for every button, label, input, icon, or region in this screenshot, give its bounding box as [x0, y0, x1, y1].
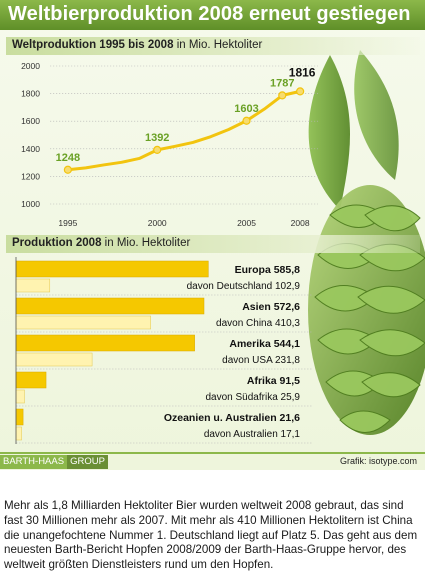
data-point-label: 1248: [56, 152, 80, 164]
data-point-marker: [153, 145, 162, 155]
bar-sub-afrika: [15, 389, 25, 404]
data-point-marker: [242, 116, 251, 125]
y-tick-label: 2000: [21, 61, 40, 71]
data-point-label: 1787: [270, 77, 294, 89]
data-point-marker: [63, 165, 72, 174]
y-tick-label: 1000: [21, 199, 40, 209]
x-tick-label: 1995: [58, 218, 77, 228]
x-tick-label: 2005: [237, 218, 256, 228]
region-sub-label: davon Deutschland 102,9: [187, 281, 301, 292]
title-bar: [0, 0, 425, 30]
y-tick-label: 1600: [21, 116, 40, 126]
data-point-marker: [296, 87, 305, 96]
logo-part-a: BARTH-HAAS: [0, 455, 68, 469]
data-point-label: 1816: [289, 65, 316, 79]
region-sub-label: davon Südafrika 25,9: [205, 392, 300, 403]
logo-part-b: GROUP: [67, 455, 108, 469]
bar-sub-europa: [15, 278, 51, 293]
bar-sub-asien: [15, 315, 151, 330]
bar-chart-unit: in Mio. Hektoliter: [104, 237, 191, 249]
region-total-label: Amerika 544,1: [229, 338, 300, 350]
y-tick-label: 1200: [21, 171, 40, 181]
data-point-marker: [278, 91, 287, 100]
line-chart-unit: in Mio. Hektoliter: [176, 39, 263, 51]
page-title: Weltbierproduktion 2008 erneut gestiegen: [8, 3, 411, 25]
region-total-label: Europa 585,8: [235, 264, 301, 276]
footer-divider: [0, 452, 425, 454]
bar-total-asien: [15, 297, 205, 315]
bar-chart-title: Produktion 2008 in Mio. Hektoliter: [12, 237, 190, 249]
line-chart-title-text: Weltproduktion 1995 bis 2008: [12, 39, 174, 51]
y-tick-label: 1800: [21, 89, 40, 99]
x-tick-label: 2000: [148, 218, 167, 228]
line-chart: 2000 1800 1600 1400 1200 1000 1995 2000 2005 2008…: [21, 61, 318, 228]
line-chart-title: Weltproduktion 1995 bis 2008 in Mio. Hek…: [12, 39, 262, 51]
bar-chart-title-text: Produktion 2008: [12, 237, 102, 249]
region-total-label: Afrika 91,5: [247, 375, 300, 387]
bar-sub-ozeanien-u-australien: [15, 426, 22, 441]
bar-total-afrika: [15, 371, 47, 389]
data-point-label: 1392: [145, 132, 169, 144]
production-line: [66, 89, 302, 172]
source-credit: Grafik: isotype.com: [339, 456, 417, 466]
bar-chart: Europa 585,8 davon Deutschland 102,9 Asien…: [15, 257, 312, 444]
region-sub-label: davon USA 231,8: [222, 355, 300, 366]
barth-haas-logo: BARTH-HAAS GROUP: [0, 455, 108, 469]
x-tick-label: 2008: [291, 218, 310, 228]
bar-sub-amerika: [15, 352, 93, 367]
region-total-label: Asien 572,6: [242, 301, 300, 313]
line-chart-header: [6, 37, 420, 55]
y-tick-label: 1400: [21, 144, 40, 154]
region-total-label: Ozeanien u. Australien 21,6: [164, 412, 300, 424]
bar-chart-header: [6, 235, 420, 253]
infographic: Weltbierproduktion 2008 erneut gestiegen…: [0, 0, 425, 470]
bar-total-amerika: [15, 334, 195, 352]
region-sub-label: davon China 410,3: [216, 318, 300, 329]
region-sub-label: davon Australien 17,1: [204, 429, 301, 440]
bar-total-europa: [15, 260, 209, 278]
bar-total-ozeanien-u-australien: [15, 408, 24, 426]
data-point-label: 1603: [234, 103, 258, 115]
article-text: Mehr als 1,8 Milliarden Hektoliter Bier …: [4, 499, 418, 572]
